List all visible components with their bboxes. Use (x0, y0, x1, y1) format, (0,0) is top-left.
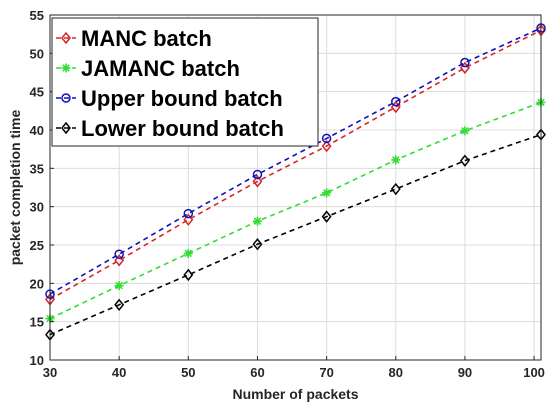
series-line (49, 29, 542, 301)
data-point (183, 208, 194, 219)
y-tick-label: 30 (30, 200, 44, 215)
data-point (114, 281, 124, 291)
data-point (114, 298, 125, 312)
legend-label: Upper bound batch (81, 86, 283, 111)
legend-item: Lower bound batch (56, 116, 284, 141)
plot-frame (49, 14, 542, 361)
data-point (391, 155, 401, 165)
data-point (114, 249, 124, 259)
data-point (183, 248, 193, 258)
y-axis-label: packet completion time (7, 109, 23, 265)
x-tick-label: 70 (319, 365, 333, 380)
x-tick-label: 90 (458, 365, 472, 380)
data-point (460, 57, 470, 68)
legend-item: Upper bound batch (56, 86, 283, 111)
series-line (49, 133, 542, 336)
y-tick-label: 55 (30, 8, 44, 23)
legend-marker (61, 31, 71, 45)
data-point (390, 182, 401, 196)
data-point (183, 268, 194, 282)
data-point (252, 169, 263, 180)
legend: MANC batch JAMANC batch Upper bound batch L… (51, 17, 319, 147)
y-tick-label: 10 (30, 353, 44, 368)
x-tick-label: 50 (181, 365, 195, 380)
y-tick-label: 15 (30, 315, 44, 330)
y-tick-label: 40 (30, 123, 44, 138)
series-group (45, 23, 546, 341)
legend-item: MANC batch (56, 26, 212, 51)
x-tick-label: 30 (43, 365, 57, 380)
legend-marker (61, 121, 71, 135)
legend-label: Lower bound batch (81, 116, 284, 141)
x-tick-label: 60 (250, 365, 264, 380)
x-tick-label: 40 (112, 365, 126, 380)
legend-marker (61, 63, 71, 73)
legend-label: JAMANC batch (81, 56, 240, 81)
y-tick-label: 50 (30, 46, 44, 61)
data-point (321, 210, 332, 223)
data-point (322, 188, 332, 198)
legend-box (51, 17, 319, 147)
legend-item: JAMANC batch (56, 56, 240, 81)
legend-label: MANC batch (81, 26, 212, 51)
data-point (252, 216, 262, 226)
data-point (321, 133, 332, 144)
x-axis-label: Number of packets (232, 386, 358, 402)
data-point (252, 175, 263, 188)
y-tick-label: 35 (30, 161, 44, 176)
data-point (321, 139, 332, 153)
y-tick-label: 45 (30, 85, 44, 100)
data-point (183, 213, 194, 226)
data-point (252, 238, 263, 251)
data-point (391, 96, 401, 107)
legend-marker (61, 93, 71, 103)
x-tick-label: 80 (389, 365, 403, 380)
y-tick-label: 20 (30, 276, 44, 291)
x-tick-label: 100 (523, 365, 545, 380)
data-point (114, 254, 125, 267)
series-line (49, 27, 542, 295)
y-tick-label: 25 (30, 238, 44, 253)
data-point (460, 126, 470, 136)
series-line (49, 101, 542, 320)
data-point (459, 154, 470, 167)
